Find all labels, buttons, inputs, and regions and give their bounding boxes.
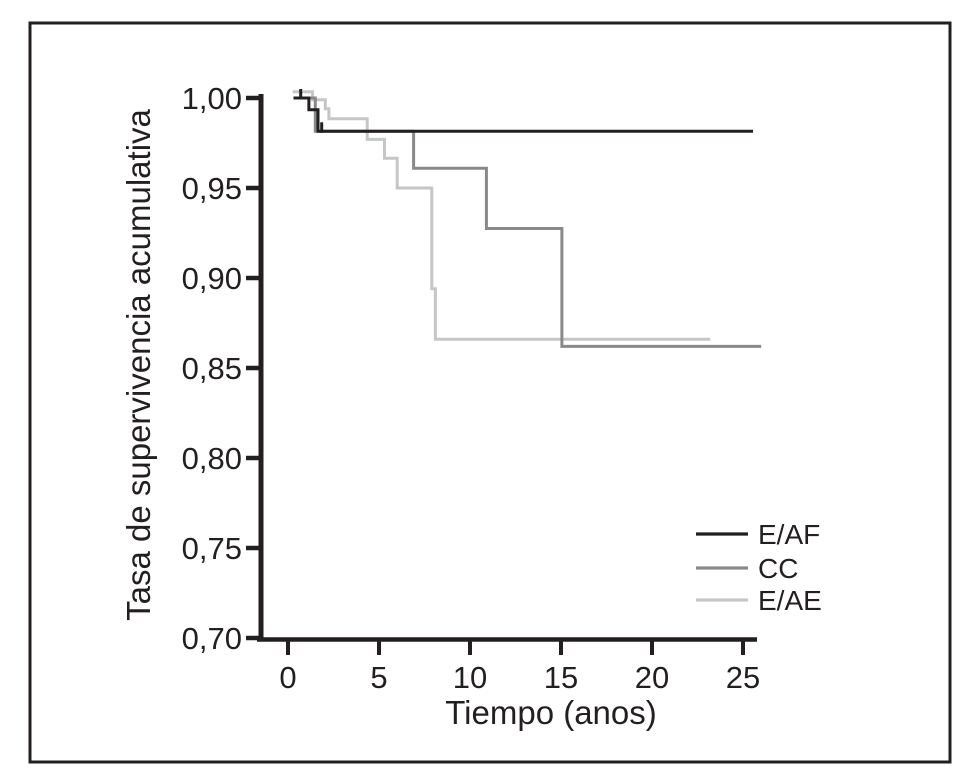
curve-e-ae [292, 90, 711, 341]
y-axis-title: Tasa de supervivencia acumulativa [120, 108, 157, 620]
legend-label-eae: E/AE [758, 585, 822, 616]
y-tick-label: 1,00 [182, 81, 242, 116]
y-tick-label: 0,95 [182, 171, 242, 206]
curves-group [292, 89, 762, 348]
legend: E/AF CC E/AE [696, 519, 822, 616]
x-tick-label: 15 [544, 660, 578, 695]
legend-label-eaf: E/AF [758, 519, 820, 550]
curve-e-af [293, 96, 753, 133]
y-tick-label: 0,70 [182, 621, 242, 656]
figure-border [28, 21, 952, 764]
legend-label-cc: CC [758, 553, 798, 584]
axes-group [246, 94, 757, 655]
x-tick-label: 5 [370, 660, 387, 695]
x-tick-label: 10 [453, 660, 487, 695]
y-tick-label: 0,90 [182, 261, 242, 296]
x-tick-label: 25 [726, 660, 760, 695]
y-tick-label: 0,75 [182, 531, 242, 566]
curve-cc [293, 96, 762, 348]
y-tick-labels: 1,00 0,95 0,90 0,85 0,80 0,75 0,70 [182, 81, 242, 656]
y-tick-label: 0,80 [182, 441, 242, 476]
x-tick-label: 20 [635, 660, 669, 695]
x-axis-title: Tiempo (anos) [445, 694, 657, 731]
x-tick-labels: 0 5 10 15 20 25 [279, 660, 760, 695]
x-tick-label: 0 [279, 660, 296, 695]
y-tick-label: 0,85 [182, 351, 242, 386]
